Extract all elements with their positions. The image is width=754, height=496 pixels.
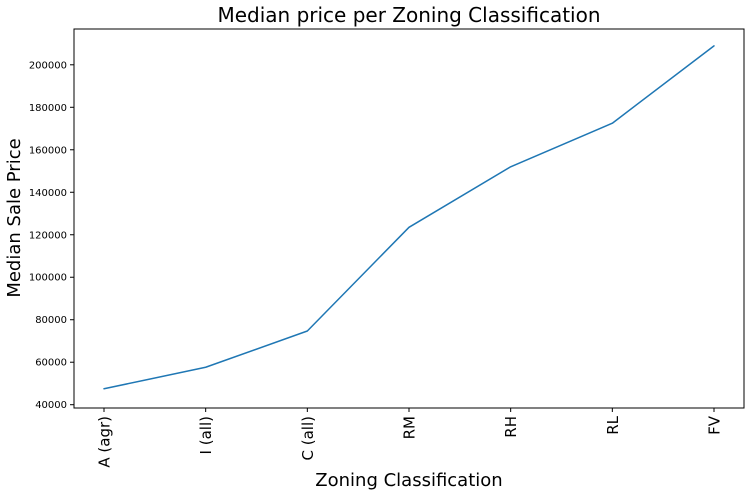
x-tick-label: I (all) (197, 416, 215, 454)
y-tick-label: 140000 (29, 188, 67, 199)
y-tick-label: 160000 (29, 145, 67, 156)
y-tick-label: 200000 (29, 60, 67, 71)
y-tick-label: 60000 (35, 358, 67, 369)
y-axis-label: Median Sale Price (4, 138, 25, 297)
x-tick-label: RH (502, 416, 520, 438)
y-tick-label: 80000 (35, 315, 67, 326)
x-axis-label: Zoning Classification (315, 470, 502, 491)
x-tick-label: RM (401, 416, 419, 439)
x-tick-label: A (agr) (96, 416, 114, 468)
series-line (103, 45, 715, 390)
series-lines (103, 45, 715, 390)
y-tick-label: 100000 (29, 273, 67, 284)
y-axis-ticks: 40000 60000 80000 100000 120000 140000 160000 1… (29, 60, 74, 411)
x-tick-label: FV (706, 415, 724, 435)
y-tick-label: 40000 (35, 400, 67, 411)
y-tick-label: 120000 (29, 230, 67, 241)
plot-frame (73, 28, 745, 409)
x-tick-label: RL (604, 415, 622, 434)
x-axis-ticks: A (agr) I (all) C (all) RM RH RL FV (96, 408, 724, 468)
y-tick-label: 180000 (29, 103, 67, 114)
chart-title: Median price per Zoning Classification (217, 3, 600, 27)
x-tick-label: C (all) (299, 416, 317, 460)
